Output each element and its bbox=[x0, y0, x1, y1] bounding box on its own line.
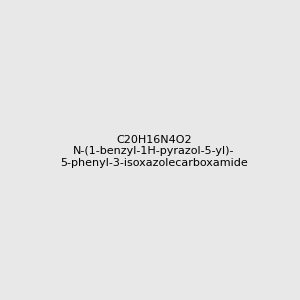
Text: C20H16N4O2
N-(1-benzyl-1H-pyrazol-5-yl)-
5-phenyl-3-isoxazolecarboxamide: C20H16N4O2 N-(1-benzyl-1H-pyrazol-5-yl)-… bbox=[60, 135, 248, 168]
